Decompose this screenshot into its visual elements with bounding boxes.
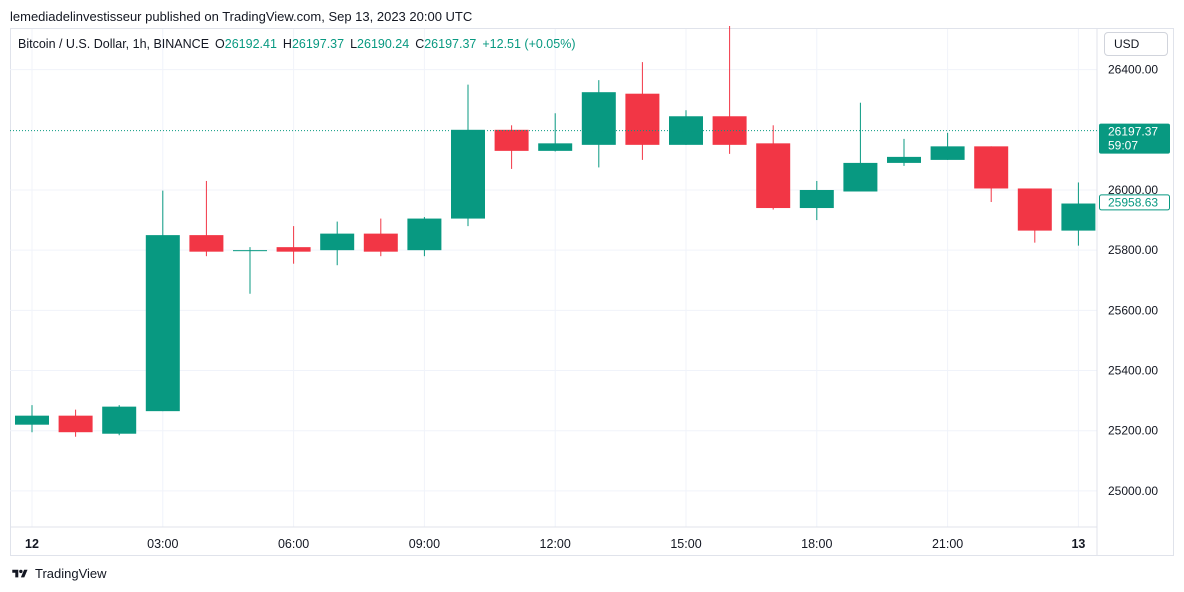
candle-body bbox=[843, 162, 878, 192]
candle-body bbox=[1017, 188, 1052, 231]
candle bbox=[625, 62, 660, 160]
candle-body bbox=[625, 93, 660, 145]
last-price-tag bbox=[1099, 123, 1170, 154]
candles-group bbox=[15, 25, 1096, 437]
candle bbox=[538, 113, 573, 152]
x-tick-label: 15:00 bbox=[670, 537, 701, 551]
last-price-text: 26197.37 bbox=[1108, 125, 1158, 139]
candle bbox=[887, 138, 921, 166]
candle-body bbox=[15, 415, 49, 425]
high-label: H bbox=[282, 37, 292, 51]
countdown-text: 59:07 bbox=[1108, 139, 1138, 153]
candle bbox=[974, 146, 1009, 203]
candle bbox=[276, 226, 311, 264]
candle bbox=[189, 180, 224, 257]
y-tick-label: 26400.00 bbox=[1108, 63, 1158, 77]
candle bbox=[15, 405, 49, 433]
candle bbox=[58, 409, 93, 437]
close-label: C bbox=[415, 37, 425, 51]
candle-body bbox=[320, 233, 355, 251]
candle-body bbox=[930, 146, 965, 160]
candle-body bbox=[58, 415, 93, 433]
candle bbox=[494, 125, 529, 169]
candle bbox=[1017, 188, 1052, 243]
candle-body bbox=[363, 233, 398, 252]
candle-body bbox=[145, 235, 180, 412]
candle-body bbox=[887, 156, 921, 163]
candle-body bbox=[799, 189, 834, 209]
tradingview-logo-icon bbox=[12, 569, 28, 577]
y-tick-label: 26000.00 bbox=[1108, 183, 1158, 197]
brand[interactable]: TradingView bbox=[10, 566, 107, 581]
candle bbox=[756, 125, 791, 210]
open-value: 26192.41 bbox=[224, 37, 277, 51]
candle bbox=[233, 247, 267, 294]
candle-body bbox=[233, 250, 267, 252]
candle bbox=[320, 221, 355, 266]
candle bbox=[145, 190, 180, 412]
candle-body bbox=[756, 143, 791, 209]
x-tick-label: 12 bbox=[25, 537, 39, 551]
candle bbox=[712, 25, 747, 154]
low-label: L bbox=[350, 37, 358, 51]
chart-frame[interactable] bbox=[10, 28, 1174, 556]
y-tick-label: 25200.00 bbox=[1108, 424, 1158, 438]
candle-body bbox=[407, 218, 442, 251]
candle bbox=[407, 217, 442, 257]
currency-button[interactable]: USD bbox=[1104, 32, 1168, 56]
candle bbox=[102, 405, 137, 436]
candle-body bbox=[538, 143, 573, 151]
y-tick-label: 25400.00 bbox=[1108, 364, 1158, 378]
high-value: 26197.37 bbox=[291, 37, 345, 51]
candle bbox=[1061, 182, 1096, 246]
candle bbox=[669, 110, 703, 145]
brand-name: TradingView bbox=[35, 566, 107, 581]
y-tick-label: 25600.00 bbox=[1108, 303, 1158, 317]
candle-body bbox=[712, 116, 747, 145]
candle-body bbox=[1061, 203, 1096, 231]
x-tick-label: 18:00 bbox=[801, 537, 832, 551]
open-label: O bbox=[215, 37, 225, 51]
candle-body bbox=[189, 235, 224, 252]
price-axis: 26400.00 26000.00 25800.00 25600.00 25400.00… bbox=[1096, 29, 1158, 555]
prev-close-tag bbox=[1099, 194, 1170, 211]
x-tick-label: 12:00 bbox=[540, 537, 571, 551]
x-tick-label: 06:00 bbox=[278, 537, 309, 551]
time-axis: 12 03:00 06:00 09:00 12:00 15:00 18:00 21:00 13 bbox=[10, 526, 1097, 551]
change-value: +12.51 (+0.05%) bbox=[482, 37, 576, 51]
candle-body bbox=[494, 129, 529, 151]
low-value: 26190.24 bbox=[357, 37, 410, 51]
publisher-line: lemediadelinvestisseur published on Trad… bbox=[10, 9, 473, 24]
candle-body bbox=[102, 406, 137, 434]
close-value: 26197.37 bbox=[424, 37, 477, 51]
prev-close-text: 25958.63 bbox=[1108, 195, 1158, 209]
y-tick-label: 25800.00 bbox=[1108, 243, 1158, 257]
candle bbox=[581, 80, 616, 168]
y-tick-label: 25000.00 bbox=[1108, 484, 1158, 498]
x-tick-label: 09:00 bbox=[409, 537, 440, 551]
candle-body bbox=[581, 92, 616, 145]
x-tick-label: 03:00 bbox=[147, 537, 178, 551]
candle bbox=[930, 132, 965, 160]
candle bbox=[843, 102, 878, 192]
symbol-name: Bitcoin / U.S. Dollar, 1h, BINANCE bbox=[18, 37, 210, 51]
symbol-legend: Bitcoin / U.S. Dollar, 1h, BINANCE O 2619… bbox=[18, 37, 575, 51]
candle bbox=[363, 218, 398, 257]
candle-body bbox=[276, 247, 311, 252]
candle bbox=[799, 180, 834, 221]
x-tick-label: 13 bbox=[1071, 537, 1085, 551]
candle bbox=[451, 84, 485, 227]
candle-body bbox=[451, 129, 485, 219]
candle-body bbox=[974, 146, 1009, 189]
x-tick-label: 21:00 bbox=[932, 537, 963, 551]
